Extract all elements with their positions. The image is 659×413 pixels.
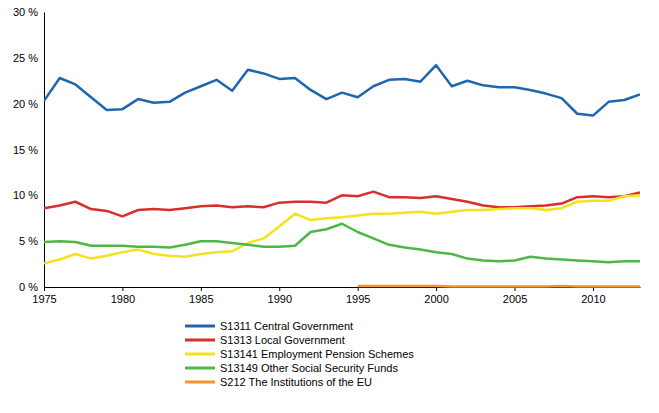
legend-swatch [185, 339, 215, 342]
legend-swatch [185, 325, 215, 328]
x-tick-label: 1990 [268, 293, 292, 305]
y-tick: 10 % [13, 189, 44, 201]
y-axis: 0 % 5 % 10 % 15 % 20 % 25 % 30 % [13, 6, 45, 293]
series-line [44, 195, 640, 263]
y-tick: 25 % [13, 52, 44, 64]
legend-item: S1313 Local Government [185, 334, 345, 346]
legend-label: S212 The Institutions of the EU [220, 376, 372, 388]
y-tick-label: 15 % [13, 144, 38, 156]
legend-label: S1313 Local Government [220, 334, 345, 346]
x-tick-label: 2005 [503, 293, 527, 305]
x-tick-label: 1985 [189, 293, 213, 305]
x-tick-mark [201, 287, 202, 291]
series-line [44, 224, 640, 263]
x-tick-label: 1995 [346, 293, 370, 305]
legend-item: S1311 Central Government [185, 320, 353, 332]
x-tick: 1980 [111, 287, 135, 305]
x-tick: 1975 [32, 287, 56, 305]
y-tick-label: 5 % [19, 235, 38, 247]
legend-label: S13149 Other Social Security Funds [220, 362, 398, 374]
y-tick-label: 25 % [13, 52, 38, 64]
series-line [358, 285, 640, 288]
series-line [44, 192, 640, 217]
x-axis: 1975 1980 1985 1990 1995 2000 2005 2010 [32, 287, 640, 305]
x-tick: 1985 [189, 287, 213, 305]
y-tick-label: 10 % [13, 189, 38, 201]
legend-item: S13149 Other Social Security Funds [185, 362, 398, 374]
y-tick: 15 % [13, 144, 44, 156]
y-tick: 20 % [13, 98, 44, 110]
y-tick: 5 % [19, 235, 44, 247]
legend-label: S13141 Employment Pension Schemes [220, 348, 414, 360]
x-tick-mark [44, 287, 45, 291]
legend-item: S13141 Employment Pension Schemes [185, 348, 414, 360]
x-axis-line [45, 287, 641, 288]
lines [44, 65, 640, 286]
x-tick: 2000 [424, 287, 448, 305]
legend: S1311 Central Government S1313 Local Gove… [185, 320, 414, 388]
x-tick: 1990 [268, 287, 292, 305]
y-tick-label: 20 % [13, 98, 38, 110]
x-tick: 2010 [581, 287, 605, 305]
x-tick-label: 2010 [581, 293, 605, 305]
chart: 0 %5 %10 %15 %20 %25 %30 %19751980198519… [0, 0, 659, 413]
y-axis-line [44, 13, 45, 288]
x-tick-mark [436, 287, 437, 291]
y-tick: 30 % [13, 6, 44, 18]
y-tick: 0 % [19, 281, 44, 293]
y-tick-label: 30 % [13, 6, 38, 18]
legend-swatch [185, 381, 215, 384]
plot: 0 %5 %10 %15 %20 %25 %30 %19751980198519… [13, 6, 641, 305]
x-tick-mark [279, 287, 280, 291]
legend-label: S1311 Central Government [220, 320, 353, 332]
x-tick: 1995 [346, 287, 370, 305]
x-tick-label: 1975 [32, 293, 56, 305]
series-line [44, 65, 640, 115]
legend-swatch [185, 367, 215, 370]
x-tick-label: 1980 [111, 293, 135, 305]
legend-item: S212 The Institutions of the EU [185, 376, 372, 388]
x-tick: 2005 [503, 287, 527, 305]
legend-swatch [185, 353, 215, 356]
x-tick-label: 2000 [424, 293, 448, 305]
y-tick-label: 0 % [19, 281, 38, 293]
x-tick-mark [358, 287, 359, 291]
x-tick-mark [122, 287, 123, 291]
